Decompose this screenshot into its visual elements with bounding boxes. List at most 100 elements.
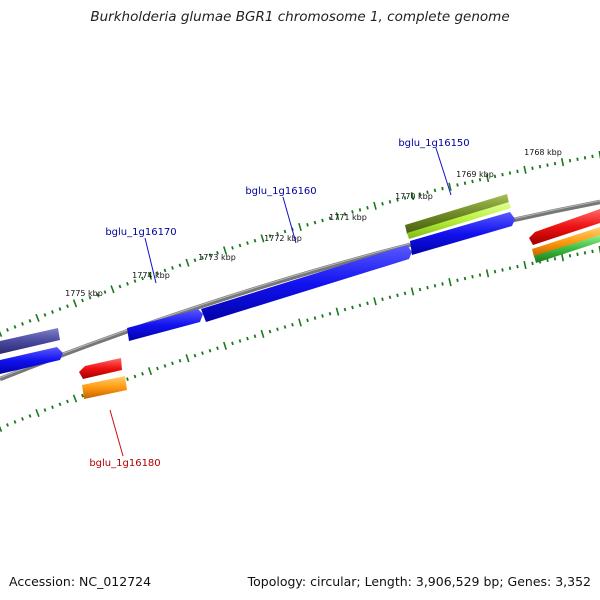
inner-ring-minor-tick <box>276 327 279 332</box>
feature-green-right[interactable] <box>534 235 600 263</box>
feature-lime[interactable] <box>407 202 511 239</box>
outer-ring-minor-tick <box>156 271 159 275</box>
leader-bglu_1g16180 <box>109 409 124 457</box>
scale-label: 1772 kbp <box>264 234 302 243</box>
scale-labels: 1768 kbp 1769 kbp 1770 kbp 1771 kbp 1772 kbp… <box>65 148 562 298</box>
inner-ring-minor-tick <box>43 408 47 412</box>
cds-forward-left[interactable] <box>0 347 63 374</box>
inner-ring-minor-tick <box>208 348 212 353</box>
inner-ring-major-tick <box>410 287 415 296</box>
outer-ring-minor-tick <box>246 241 249 245</box>
outer-ring-minor-tick <box>456 183 459 187</box>
cds-reverse-right[interactable] <box>529 209 600 245</box>
inner-ring-minor-tick <box>231 341 234 346</box>
inner-ring-major-tick <box>523 260 527 270</box>
inner-ring-major-tick <box>373 297 377 306</box>
genome-summary: Topology: circular; Length: 3,906,529 bp… <box>247 574 591 589</box>
inner-ring-minor-tick <box>576 252 579 257</box>
outer-scale-ring <box>0 150 600 338</box>
outer-ring-minor-tick <box>13 325 17 329</box>
inner-ring-minor-tick <box>283 325 287 329</box>
inner-ring-minor-tick <box>531 261 534 266</box>
inner-ring-minor-tick <box>396 293 399 298</box>
outer-ring-minor-tick <box>28 319 32 323</box>
inner-ring-minor-tick <box>351 305 354 310</box>
leader-bglu_1g16160 <box>282 196 297 244</box>
inner-ring-major-tick <box>223 341 227 350</box>
outer-ring-minor-tick <box>321 218 324 223</box>
outer-ring-minor-tick <box>171 266 174 270</box>
inner-ring-major-tick <box>35 408 40 418</box>
inner-ring-major-tick <box>335 307 340 316</box>
inner-ring-major-tick <box>448 278 452 287</box>
accession-label: Accession: NC_012724 <box>9 574 152 589</box>
inner-ring-minor-tick <box>21 417 24 421</box>
cds-bglu_1g16170[interactable] <box>127 309 203 341</box>
outer-ring-minor-tick <box>433 188 437 193</box>
outer-ring-minor-tick <box>51 310 54 314</box>
outer-ring-minor-tick <box>313 220 317 225</box>
inner-ring-minor-tick <box>493 269 497 274</box>
inner-ring-minor-tick <box>456 278 459 283</box>
outer-ring-minor-tick <box>306 222 309 227</box>
cds-bglu_1g16180[interactable] <box>79 358 122 379</box>
inner-ring-minor-tick <box>366 301 369 306</box>
outer-ring-minor-tick <box>21 322 24 326</box>
outer-ring-minor-tick <box>388 200 392 204</box>
outer-ring-minor-tick <box>141 276 144 281</box>
outer-ring-major-tick <box>298 222 302 232</box>
inner-ring-minor-tick <box>6 423 9 427</box>
outer-ring-minor-tick <box>163 268 167 273</box>
cds-bglu_1g16150[interactable] <box>410 212 515 255</box>
outer-ring-minor-tick <box>583 156 587 160</box>
outer-ring-major-tick <box>110 285 115 294</box>
feature-orange-right[interactable] <box>532 227 600 257</box>
outer-ring-major-tick <box>373 201 377 210</box>
inner-ring-major-tick <box>0 425 3 433</box>
label-bglu_1g16150[interactable]: bglu_1g16150 <box>398 138 469 149</box>
outer-ring-minor-tick <box>501 172 504 177</box>
outer-ring-major-tick <box>335 212 340 221</box>
inner-ring-minor-tick <box>358 303 362 308</box>
label-bglu_1g16180[interactable]: bglu_1g16180 <box>89 458 160 469</box>
outer-ring-minor-tick <box>591 154 594 159</box>
inner-ring-minor-tick <box>403 291 407 296</box>
outer-ring-minor-tick <box>553 161 557 166</box>
scale-label: 1771 kbp <box>329 213 367 222</box>
inner-ring-minor-tick <box>193 353 197 358</box>
outer-ring-major-tick <box>410 191 415 201</box>
inner-ring-minor-tick <box>171 361 174 366</box>
outer-ring-minor-tick <box>366 206 369 210</box>
outer-ring-minor-tick <box>403 196 407 200</box>
inner-ring-minor-tick <box>81 393 84 398</box>
inner-ring-minor-tick <box>381 297 384 302</box>
cds-bglu_1g16160[interactable] <box>201 245 412 322</box>
outer-ring-minor-tick <box>133 279 137 283</box>
outer-ring-minor-tick <box>81 298 84 303</box>
inner-ring-minor-tick <box>501 268 504 272</box>
inner-ring-minor-tick <box>516 264 519 269</box>
outer-ring-minor-tick <box>283 229 287 234</box>
outer-ring-major-tick <box>523 165 527 174</box>
inner-ring-minor-tick <box>126 377 129 381</box>
outer-ring-minor-tick <box>328 216 332 221</box>
inner-ring-minor-tick <box>463 276 467 281</box>
feature-olive[interactable] <box>405 194 509 234</box>
outer-ring-minor-tick <box>201 255 204 260</box>
outer-ring-minor-tick <box>276 231 279 236</box>
inner-ring-minor-tick <box>478 273 482 277</box>
scale-label: 1773 kbp <box>198 253 236 262</box>
label-bglu_1g16160[interactable]: bglu_1g16160 <box>245 186 316 197</box>
outer-ring-minor-tick <box>58 307 62 311</box>
outer-ring-minor-tick <box>103 290 107 294</box>
inner-ring-minor-tick <box>388 295 392 300</box>
outer-ring-minor-tick <box>538 164 542 169</box>
label-bglu_1g16170[interactable]: bglu_1g16170 <box>105 227 176 238</box>
scale-label: 1768 kbp <box>524 148 562 157</box>
feature-orange-16180[interactable] <box>82 376 127 399</box>
outer-ring-minor-tick <box>463 181 467 185</box>
inner-ring-minor-tick <box>178 358 182 363</box>
inner-ring-major-tick <box>560 253 565 262</box>
feature-purple-left[interactable] <box>0 328 60 354</box>
